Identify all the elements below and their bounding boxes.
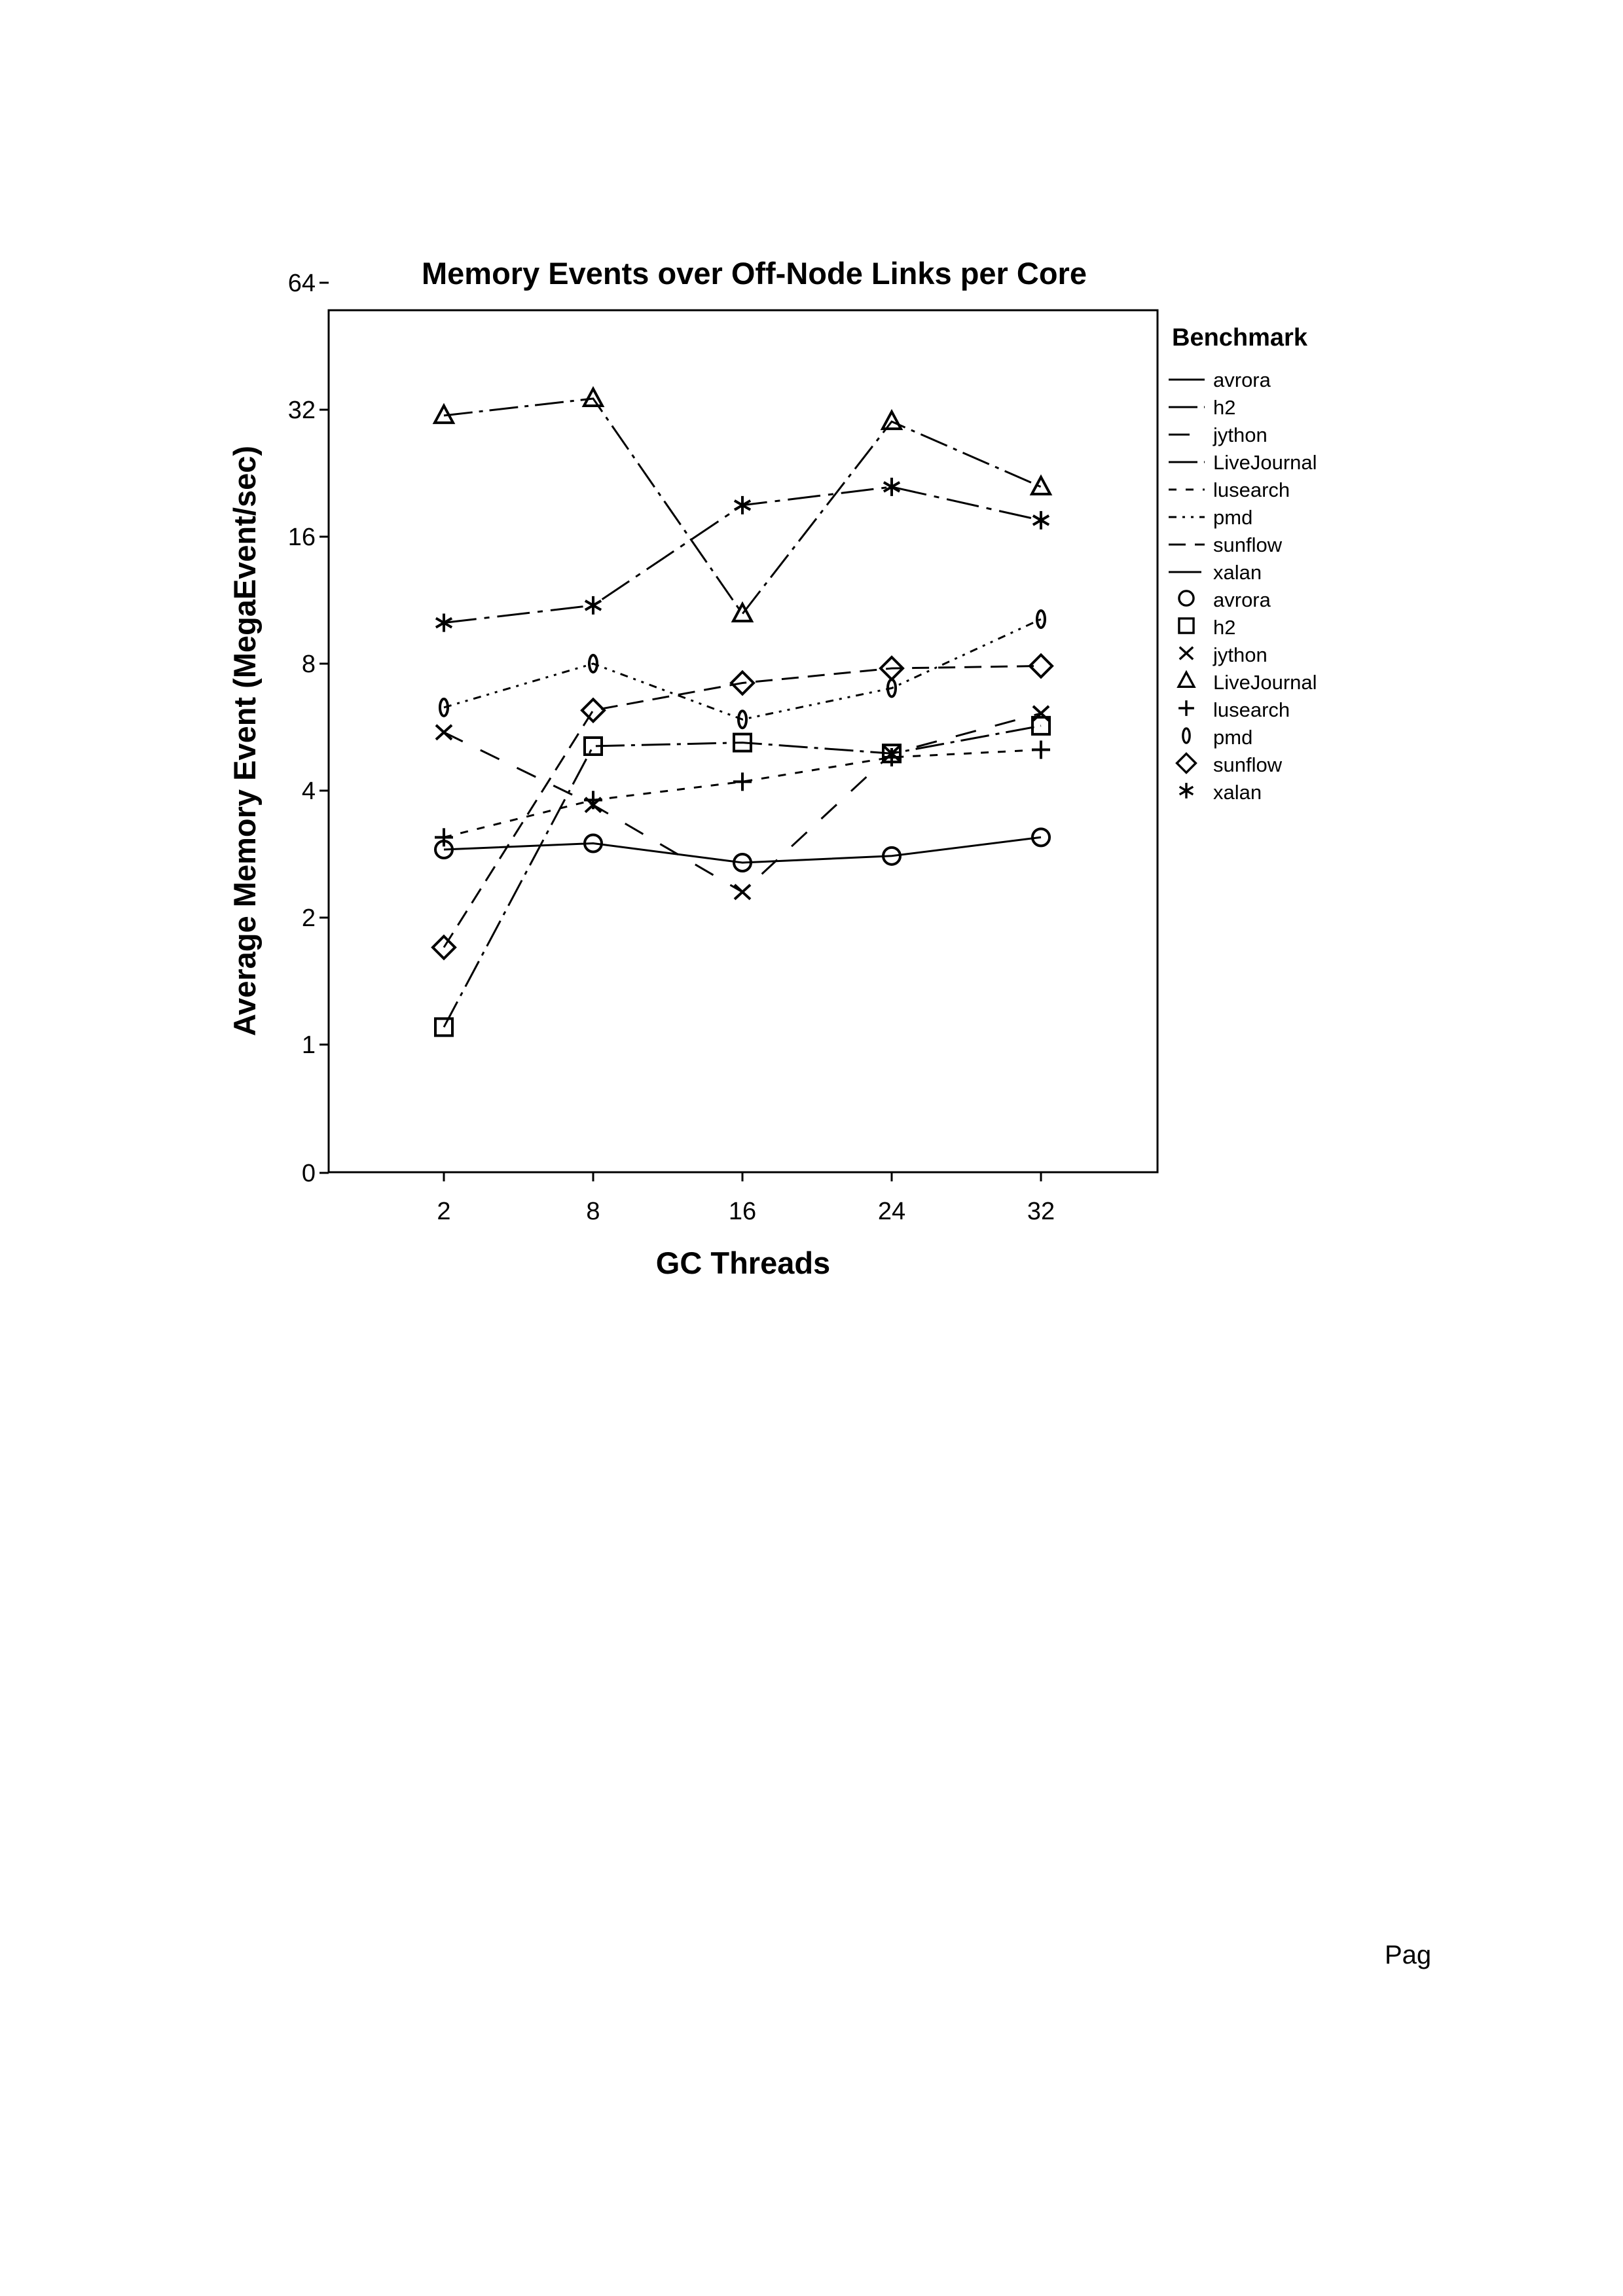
y-tick-label: 16 (288, 524, 316, 551)
data-point-sunflow (879, 655, 905, 681)
y-tick-label: 8 (302, 651, 316, 678)
x-axis-label: GC Threads (656, 1246, 830, 1280)
legend-line-label: sunflow (1213, 533, 1283, 556)
data-point-sunflow (729, 670, 756, 696)
x-tick-label: 16 (729, 1198, 756, 1225)
legend-marker-swatch-avrora (1178, 590, 1195, 607)
y-axis: 0 1 2 4 8 16 32 64 (288, 270, 329, 1187)
series-line-h2 (443, 725, 1042, 1028)
legend-marker-swatch-xalan (1178, 783, 1194, 798)
y-tick-label: 2 (302, 905, 316, 932)
series-line-livejournal (443, 397, 1042, 616)
data-point-pmd (439, 697, 449, 717)
y-tick-label: 64 (288, 270, 316, 297)
legend-marker-swatch-sunflow (1175, 752, 1197, 774)
legend-marker-label: jython (1213, 643, 1267, 666)
y-tick-label: 4 (302, 778, 316, 805)
page-footer: Pag (1385, 1941, 1431, 1969)
legend-line-label: LiveJournal (1213, 451, 1317, 474)
series-markers (431, 386, 1054, 1037)
y-tick-label: 0 (302, 1160, 316, 1187)
data-point-livejournal (880, 408, 903, 431)
data-point-lusearch (733, 772, 752, 791)
y-axis-label: Average Memory Event (MegaEvent/sec) (227, 446, 262, 1036)
legend-title: Benchmark (1172, 324, 1308, 351)
data-point-xalan (435, 613, 453, 632)
data-point-xalan (883, 477, 901, 496)
data-point-livejournal (432, 403, 456, 424)
data-point-avrora (733, 853, 752, 873)
data-point-sunflow (1028, 653, 1054, 679)
series-line-pmd (443, 618, 1042, 721)
data-point-livejournal (731, 601, 754, 622)
data-point-jython (435, 724, 453, 741)
data-point-h2 (1031, 715, 1051, 736)
x-tick-label: 32 (1027, 1198, 1055, 1225)
data-point-lusearch (1032, 740, 1050, 759)
series-line-lusearch (443, 749, 1042, 838)
legend-line-label: avrora (1213, 368, 1271, 391)
x-tick-label: 8 (586, 1198, 600, 1225)
data-point-sunflow (431, 934, 457, 961)
legend-marker-swatch-jython (1178, 646, 1194, 660)
data-point-xalan (584, 596, 602, 615)
data-point-pmd (1036, 609, 1046, 630)
data-point-lusearch (883, 747, 901, 766)
legend-marker-label: avrora (1213, 588, 1271, 611)
data-point-lusearch (584, 791, 602, 810)
data-point-avrora (882, 846, 902, 866)
x-axis: 2 8 16 24 32 (437, 1172, 1055, 1225)
plot-frame (327, 309, 1159, 1174)
data-point-pmd (737, 709, 748, 730)
series-line-avrora (443, 836, 1042, 864)
data-point-xalan (1032, 511, 1050, 529)
data-point-h2 (583, 736, 603, 757)
y-tick-label: 32 (288, 397, 316, 424)
data-point-h2 (733, 732, 752, 753)
series-lines (443, 397, 1042, 1028)
data-point-lusearch (435, 828, 453, 847)
legend-marker-swatch-h2 (1178, 617, 1195, 634)
legend-marker-swatch-pmd (1182, 727, 1191, 744)
legend-line-label: jython (1213, 423, 1267, 446)
chart-title: Memory Events over Off-Node Links per Co… (422, 256, 1087, 291)
legend-marker-label: pmd (1213, 726, 1252, 749)
data-point-pmd (588, 654, 598, 673)
legend-marker-swatch-livejournal (1176, 670, 1196, 689)
series-line-sunflow (443, 665, 1042, 948)
legend-line-label: pmd (1213, 506, 1252, 529)
legend-marker-label: h2 (1213, 616, 1235, 639)
legend-marker-label: xalan (1213, 781, 1262, 804)
data-point-avrora (1031, 827, 1051, 848)
legend-marker-label: LiveJournal (1213, 671, 1317, 694)
legend-line-label: lusearch (1213, 478, 1290, 501)
x-tick-label: 24 (878, 1198, 905, 1225)
data-point-livejournal (581, 386, 605, 408)
legend: Benchmark avrora h2 jython LiveJournal lusea… (1169, 324, 1317, 804)
data-point-jython (1032, 705, 1050, 722)
data-point-jython (733, 884, 752, 901)
y-tick-label: 1 (302, 1031, 316, 1059)
data-point-sunflow (580, 697, 606, 724)
series-line-jython (443, 712, 1042, 893)
data-point-xalan (733, 495, 752, 514)
legend-marker-swatch-lusearch (1178, 700, 1194, 716)
data-point-avrora (583, 833, 603, 853)
legend-marker-label: lusearch (1213, 698, 1290, 721)
data-point-livejournal (1029, 474, 1053, 495)
legend-line-label: xalan (1213, 561, 1262, 584)
data-point-h2 (434, 1017, 454, 1037)
legend-marker-label: sunflow (1213, 753, 1283, 776)
legend-line-label: h2 (1213, 396, 1235, 419)
x-tick-label: 2 (437, 1198, 450, 1225)
